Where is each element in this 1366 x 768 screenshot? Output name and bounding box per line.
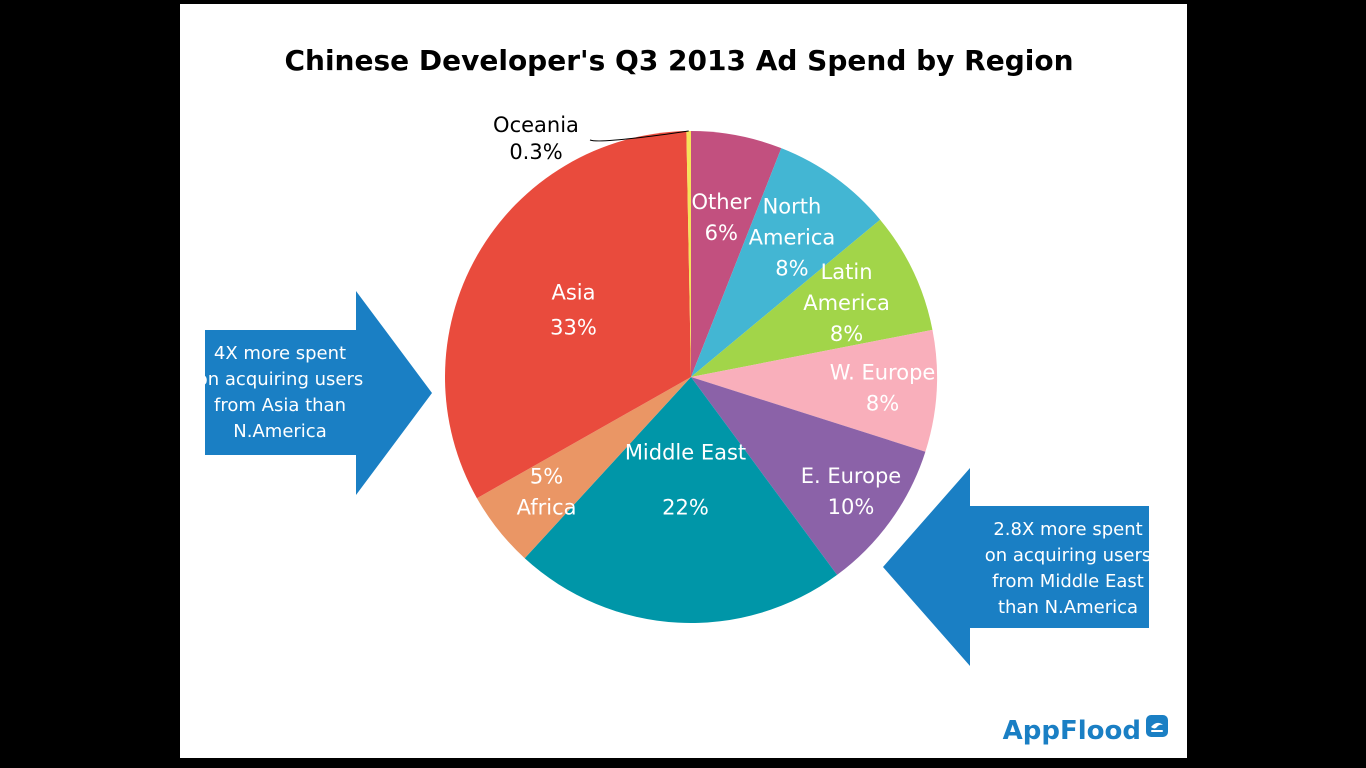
slice-label-north-america: North America 8% [749, 194, 836, 280]
slice-label-w-europe: W. Europe 8% [830, 361, 936, 416]
middle-east-callout: 2.8X more spent on acquiring users from Mi… [883, 468, 1151, 666]
pie-slices [445, 131, 937, 623]
slice-latin-america [691, 219, 933, 377]
slice-asia [445, 131, 691, 499]
middle-east-callout-text: 2.8X more spent on acquiring users from Mi… [985, 519, 1152, 618]
chart-title: Chinese Developer's Q3 2013 Ad Spend by … [284, 44, 1073, 77]
oceania-leader-line [589, 130, 689, 142]
callouts: 4X more spent on acquiring users from Asia… [197, 291, 1151, 666]
slice-oceania [686, 131, 691, 377]
slice-label-latin-america: Latin America 8% [803, 260, 890, 346]
slice-africa [476, 377, 691, 559]
slice-label-other: Other 6% [692, 190, 752, 245]
slice-label-oceania: Oceania 0.3% [493, 113, 579, 164]
slide: Chinese Developer's Q3 2013 Ad Spend by … [180, 4, 1187, 758]
slice-north-america [691, 148, 881, 377]
slice-middle-east [524, 377, 838, 623]
pie-slice-labels: Other 6%North America 8% Latin America 8% W. Eu… [493, 113, 935, 520]
slice-label-africa: 5% Africa [517, 464, 577, 519]
slice-other [691, 131, 782, 377]
asia-callout-arrow [205, 291, 432, 495]
asia-callout-text: 4X more spent on acquiring users from Asia… [197, 343, 364, 442]
brand-name: AppFlood [1003, 716, 1141, 746]
asia-callout: 4X more spent on acquiring users from Asia… [197, 291, 432, 495]
pie-chart: Chinese Developer's Q3 2013 Ad Spend by … [197, 44, 1168, 746]
middle-east-callout-arrow [883, 468, 1149, 666]
slice-label-e-europe: E. Europe 10% [801, 464, 901, 519]
brand-logo: AppFlood [1003, 715, 1168, 746]
slice-label-middle-east: Middle East 22% [625, 441, 746, 520]
appflood-logo-icon [1146, 715, 1168, 737]
slice-w-europe [691, 329, 937, 452]
slice-e-europe [691, 377, 926, 575]
slice-label-asia: Asia 33% [550, 280, 597, 339]
